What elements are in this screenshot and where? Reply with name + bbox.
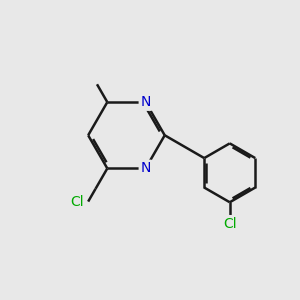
- Text: N: N: [140, 161, 151, 176]
- Text: N: N: [140, 95, 151, 109]
- Text: Cl: Cl: [223, 217, 237, 231]
- Text: Cl: Cl: [70, 195, 84, 208]
